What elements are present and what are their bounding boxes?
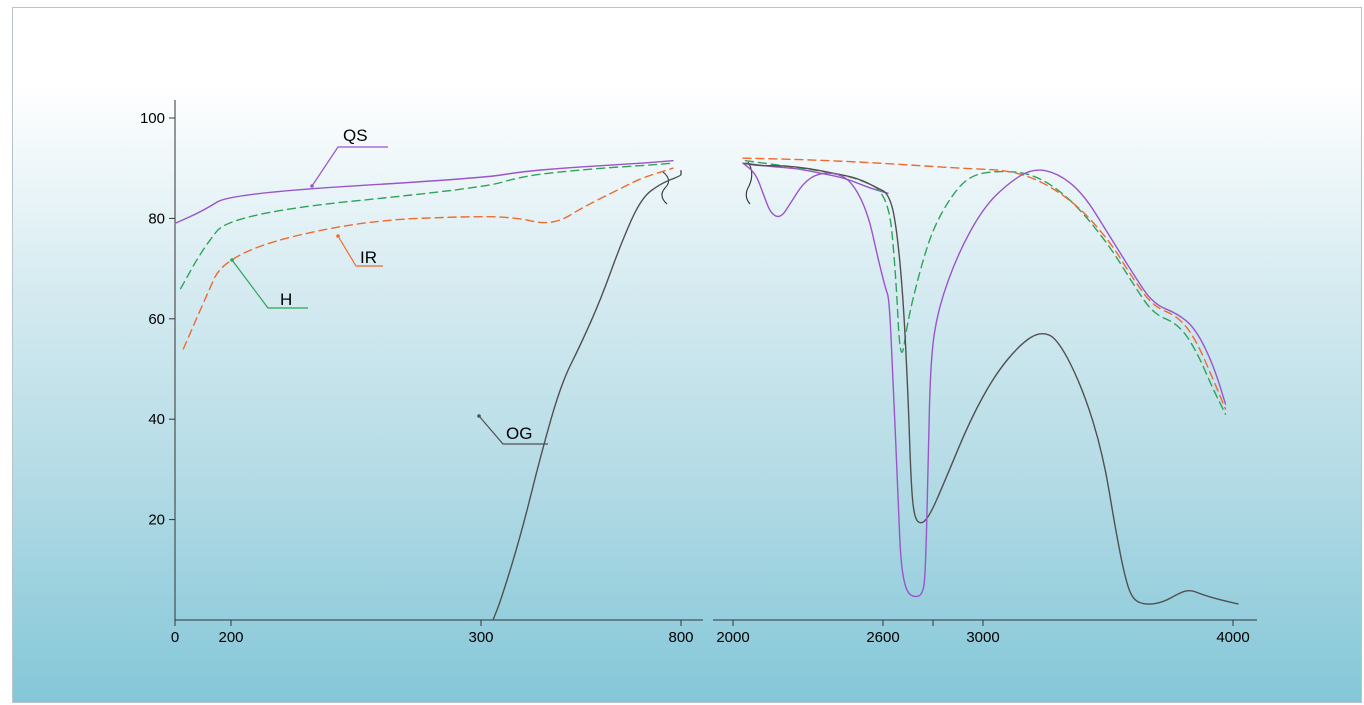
h-leader-arrow [230, 258, 234, 262]
og-series-label: OG [506, 424, 532, 443]
x-tick-label-2000: 2000 [716, 629, 749, 646]
chart-figure: 20 40 60 80 100 0 200 300 800 2000 2600 3000 4000 QS H… [12, 7, 1362, 703]
og-series-line-0 [492, 170, 682, 621]
x-tick-label-800: 800 [668, 629, 693, 646]
x-tick-label-3000: 3000 [966, 629, 999, 646]
h-series-line-0 [179, 162, 674, 290]
og-leader-arrow [477, 414, 481, 418]
chart-plot: 20 40 60 80 100 0 200 300 800 2000 2600 3000 4000 QS H… [140, 100, 1257, 646]
ir-series-line-1 [742, 157, 1227, 410]
x-tick-label-4000: 4000 [1216, 629, 1249, 646]
h-leader-line [231, 259, 308, 309]
y-tick-label-20: 20 [148, 512, 165, 529]
x-tick-label-300: 300 [468, 629, 493, 646]
ir-leader-arrow [336, 234, 340, 238]
qs-series-line-1 [744, 162, 889, 194]
qs-leader-line [311, 146, 388, 187]
axis-break-left [661, 171, 670, 205]
ir-series-label: IR [360, 248, 377, 267]
y-tick-label-40: 40 [148, 411, 165, 428]
y-tick-label-80: 80 [148, 210, 165, 227]
ir-series-line-0 [182, 167, 674, 350]
qs-leader-arrow [310, 184, 314, 188]
qs-series-line-0 [174, 160, 674, 225]
og-series-line-1 [742, 162, 1239, 605]
axis-break-right [745, 161, 753, 205]
og-leader-line [478, 415, 548, 445]
h-series-label: H [280, 290, 292, 309]
qs-alt-series-line-0 [742, 162, 1227, 598]
h-series-line-1 [744, 160, 1227, 415]
x-tick-label-200: 200 [218, 629, 243, 646]
x-tick-label-2600: 2600 [866, 629, 899, 646]
qs-series-label: QS [343, 126, 368, 145]
y-tick-label-60: 60 [148, 311, 165, 328]
x-tick-label-0: 0 [171, 629, 179, 646]
y-tick-label-100: 100 [140, 110, 165, 127]
ir-leader-line [337, 235, 383, 267]
